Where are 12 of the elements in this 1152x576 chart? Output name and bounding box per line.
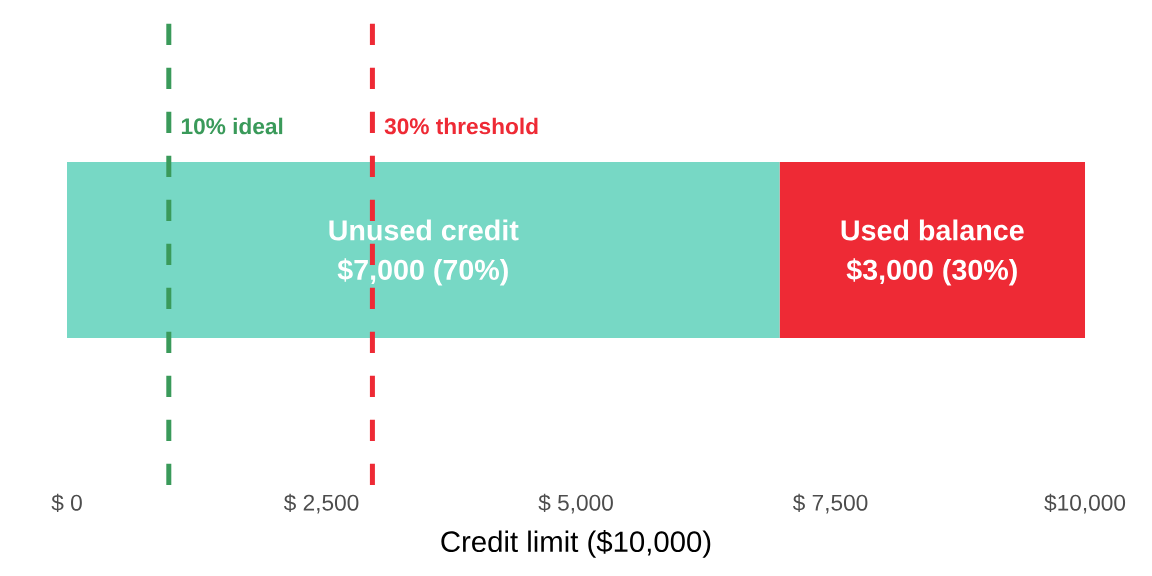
x-tick-label: $ 7,500 (792, 493, 868, 514)
ref-line-label: 10% ideal (181, 117, 283, 135)
series-label: Used balance (841, 219, 1024, 241)
data-label: $7,000 (70%) (337, 258, 508, 286)
x-tick-label: $ 0 (51, 493, 82, 513)
x-axis-title: Credit limit ($10,000) (441, 530, 711, 558)
ref-line-label: 30% threshold (384, 117, 538, 135)
x-tick-label: $10,000 (1044, 493, 1126, 514)
data-label: $3,000 (30%) (846, 258, 1017, 286)
x-tick-label: $ 2,500 (283, 493, 359, 514)
x-tick-label: $ 5,000 (538, 493, 613, 514)
series-label: Unused credit (329, 219, 519, 241)
